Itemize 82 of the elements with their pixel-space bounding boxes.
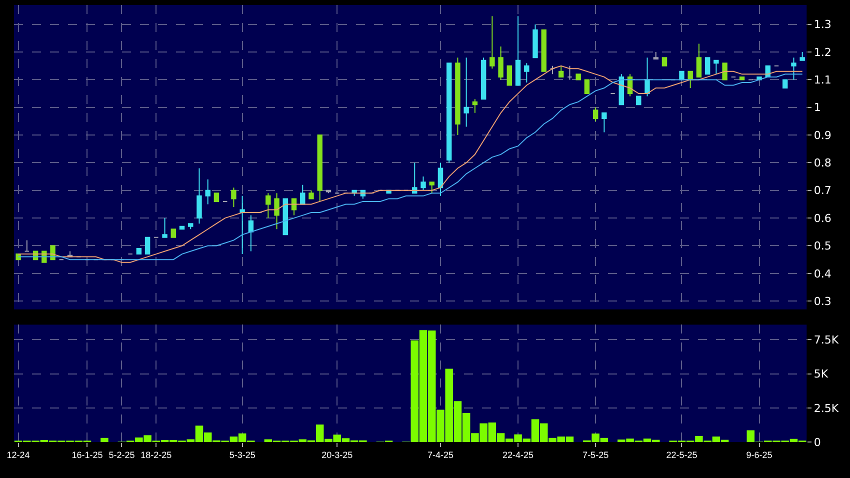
candlestick bbox=[506, 65, 512, 86]
x-tick-label: 18-2-25 bbox=[140, 450, 172, 460]
candlestick bbox=[214, 192, 220, 202]
candlestick bbox=[550, 65, 556, 75]
candlestick bbox=[326, 190, 332, 194]
y-tick-label: 0.6 bbox=[814, 212, 832, 225]
candlestick bbox=[498, 46, 504, 80]
candlestick bbox=[584, 79, 590, 94]
candlestick bbox=[266, 192, 271, 219]
candlestick bbox=[291, 198, 297, 216]
candlestick bbox=[524, 62, 530, 83]
y-tick-label: 1.1 bbox=[814, 74, 832, 87]
candlestick bbox=[558, 65, 564, 78]
candlestick bbox=[541, 29, 546, 72]
candlestick bbox=[144, 236, 150, 255]
candlestick bbox=[480, 57, 486, 100]
y-tick-label: 1.2 bbox=[814, 46, 832, 59]
bar bbox=[100, 438, 108, 442]
candlestick bbox=[490, 16, 495, 70]
candlestick bbox=[136, 248, 142, 255]
y-tick-label: 0.9 bbox=[814, 128, 832, 142]
candlestick bbox=[532, 24, 538, 58]
x-tick-label: 12-24 bbox=[6, 450, 30, 460]
y-tick-label: 1 bbox=[814, 101, 821, 114]
candlestick bbox=[464, 57, 469, 128]
x-tick-label: 16-1-25 bbox=[72, 450, 103, 460]
candlestick bbox=[24, 240, 30, 252]
candlestick bbox=[800, 52, 805, 61]
candlestick bbox=[282, 198, 288, 236]
candlestick bbox=[782, 79, 788, 89]
candlestick bbox=[420, 176, 426, 191]
candlestick bbox=[412, 162, 418, 194]
candlestick bbox=[170, 228, 176, 238]
x-tick-label: 22-4-25 bbox=[502, 450, 534, 460]
candlestick bbox=[472, 98, 478, 114]
candlestick bbox=[438, 162, 444, 196]
candlestick bbox=[515, 16, 521, 86]
candlestick bbox=[576, 74, 581, 80]
x-tick-label: 20-3-25 bbox=[322, 450, 353, 460]
y-tick-label: 0 bbox=[814, 436, 821, 449]
candlestick bbox=[722, 62, 728, 80]
candlestick bbox=[592, 106, 598, 122]
candlestick bbox=[240, 195, 245, 255]
y-tick-label: 0.5 bbox=[814, 240, 832, 253]
candlestick bbox=[791, 57, 796, 80]
candlestick bbox=[196, 168, 202, 224]
candlestick bbox=[205, 178, 210, 205]
x-tick-label: 22-5-25 bbox=[666, 450, 698, 460]
y-tick-label: 5K bbox=[814, 368, 829, 381]
x-tick-label: 5-3-25 bbox=[229, 450, 256, 460]
candlestick bbox=[653, 52, 658, 60]
candlestick bbox=[688, 70, 693, 89]
candlestick bbox=[455, 57, 460, 136]
candlestick bbox=[429, 182, 434, 194]
candlestick bbox=[308, 190, 314, 200]
y-tick-label: 0.7 bbox=[814, 184, 832, 198]
y-tick-label: 2.5K bbox=[814, 402, 840, 415]
candlestick bbox=[274, 192, 280, 230]
x-tick-label: 5-2-25 bbox=[108, 450, 135, 460]
candlestick bbox=[317, 134, 322, 202]
candlestick bbox=[162, 218, 168, 238]
x-tick-label: 7-5-25 bbox=[582, 450, 609, 460]
candlestick bbox=[704, 57, 710, 75]
y-tick-label: 0.8 bbox=[814, 156, 832, 170]
candlestick bbox=[714, 60, 719, 75]
candlestick bbox=[567, 65, 572, 80]
y-tick-label: 0.3 bbox=[814, 294, 832, 308]
candlestick bbox=[231, 187, 236, 208]
candlestick bbox=[300, 184, 306, 205]
candlestick bbox=[602, 112, 607, 133]
candlestick bbox=[636, 96, 642, 106]
candlestick bbox=[662, 57, 668, 66]
candlestick bbox=[644, 57, 650, 97]
y-tick-label: 1.3 bbox=[814, 18, 832, 32]
candlestick bbox=[248, 214, 254, 252]
x-tick-label: 7-4-25 bbox=[427, 450, 454, 460]
candlestick bbox=[696, 43, 702, 78]
y-tick-label: 0.4 bbox=[814, 267, 832, 280]
candlestick bbox=[446, 62, 452, 164]
x-tick-label: 9-6-25 bbox=[746, 450, 772, 460]
y-tick-label: 7.5K bbox=[814, 334, 840, 347]
candlestick bbox=[188, 223, 194, 230]
